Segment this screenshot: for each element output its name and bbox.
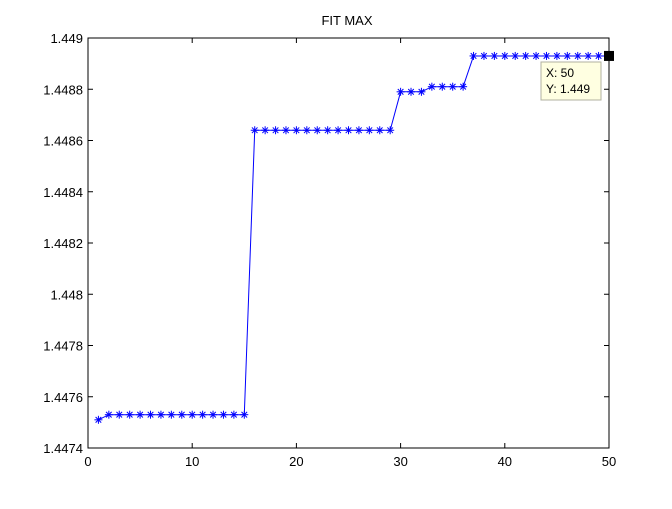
data-point [209, 410, 218, 419]
data-point [459, 82, 468, 91]
x-tick-label: 20 [289, 454, 303, 469]
data-point [500, 51, 509, 60]
data-point [136, 410, 145, 419]
data-point [156, 410, 165, 419]
data-point [281, 126, 290, 135]
data-point [229, 410, 238, 419]
data-point [479, 51, 488, 60]
data-point [532, 51, 541, 60]
x-tick-label: 10 [185, 454, 199, 469]
data-point [292, 126, 301, 135]
plot-area [88, 38, 609, 448]
data-point [344, 126, 353, 135]
data-point [125, 410, 134, 419]
data-point [365, 126, 374, 135]
data-point [552, 51, 561, 60]
data-point [469, 51, 478, 60]
data-point [375, 126, 384, 135]
y-tick-label: 1.4488 [43, 82, 83, 97]
y-tick-label: 1.448 [50, 287, 83, 302]
data-point [573, 51, 582, 60]
y-tick-label: 1.449 [50, 31, 83, 46]
y-tick-label: 1.4474 [43, 441, 83, 456]
data-point [188, 410, 197, 419]
y-tick-label: 1.4484 [43, 185, 83, 200]
data-point [584, 51, 593, 60]
chart-title: FIT MAX [321, 13, 372, 28]
y-tick-label: 1.4476 [43, 390, 83, 405]
data-point [427, 82, 436, 91]
data-point [354, 126, 363, 135]
data-point [115, 410, 124, 419]
data-point [542, 51, 551, 60]
data-point [302, 126, 311, 135]
data-point [219, 410, 228, 419]
y-tick-label: 1.4486 [43, 134, 83, 149]
datatip-marker [604, 50, 614, 61]
data-point [177, 410, 186, 419]
data-point [511, 51, 520, 60]
data-point [271, 126, 280, 135]
x-tick-label: 40 [498, 454, 512, 469]
data-point [490, 51, 499, 60]
x-tick-label: 30 [393, 454, 407, 469]
data-point [94, 415, 103, 424]
datatip-box[interactable] [540, 61, 602, 101]
data-point [323, 126, 332, 135]
data-point [438, 82, 447, 91]
x-tick-label: 0 [84, 454, 91, 469]
datatip-x: X: 50 [546, 66, 574, 80]
data-point [396, 87, 405, 96]
data-point [417, 87, 426, 96]
data-point [386, 126, 395, 135]
data-point [261, 126, 270, 135]
data-point [334, 126, 343, 135]
data-point [240, 410, 249, 419]
datatip-y: Y: 1.449 [546, 82, 590, 96]
y-tick-label: 1.4482 [43, 236, 83, 251]
data-point [146, 410, 155, 419]
data-point [167, 410, 176, 419]
y-tick-label: 1.4478 [43, 339, 83, 354]
data-point [313, 126, 322, 135]
data-point [250, 126, 259, 135]
data-point [198, 410, 207, 419]
data-point [563, 51, 572, 60]
data-point [407, 87, 416, 96]
x-tick-label: 50 [602, 454, 616, 469]
data-point [104, 410, 113, 419]
data-point [521, 51, 530, 60]
data-point [594, 51, 603, 60]
data-point [448, 82, 457, 91]
